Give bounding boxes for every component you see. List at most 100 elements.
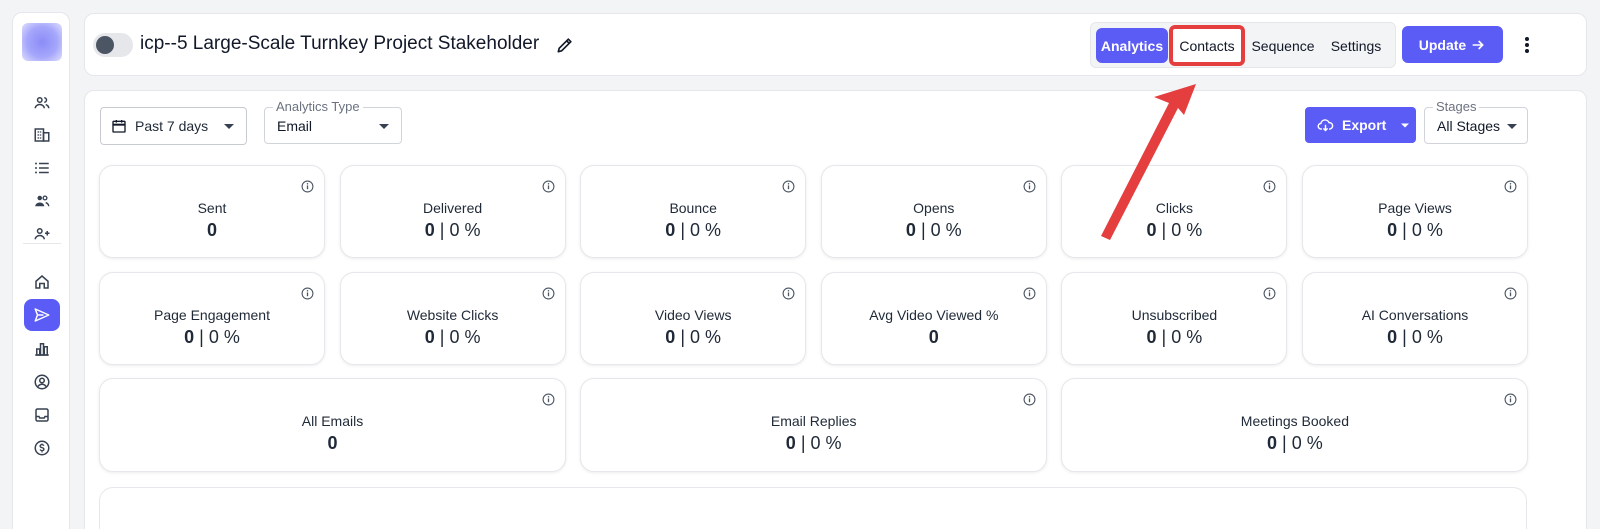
- sidebar-item-add-person[interactable]: [24, 218, 60, 250]
- metric-separator: |: [680, 220, 686, 240]
- tab-sequence[interactable]: Sequence: [1251, 37, 1315, 54]
- toggle-knob: [96, 36, 114, 54]
- metric-percent: 0 %: [449, 220, 481, 240]
- date-range-value: Past 7 days: [135, 118, 209, 134]
- metric-separator: |: [1402, 220, 1407, 240]
- sidebar-item-billing[interactable]: [24, 432, 60, 464]
- metric-percent: 0 %: [930, 220, 962, 240]
- metric-count: 0: [1146, 327, 1157, 347]
- metric-count: 0: [785, 433, 796, 453]
- cloud-download-icon: [1317, 118, 1334, 131]
- metric-card: All Emails 0: [99, 378, 566, 472]
- metric-label: Clicks: [1155, 200, 1194, 216]
- metric-count: 0: [928, 327, 939, 347]
- bar-chart-icon: [35, 343, 49, 356]
- metric-card: Sent 0: [99, 165, 325, 258]
- metric-label: Unsubscribed: [1131, 307, 1218, 323]
- metric-card: Opens 0 | 0 %: [820, 165, 1047, 258]
- sidebar-item-sequences[interactable]: [24, 299, 60, 331]
- date-range-select[interactable]: Past 7 days: [100, 107, 247, 145]
- update-button[interactable]: Update: [1402, 26, 1503, 63]
- info-icon[interactable]: [1263, 180, 1276, 193]
- building-icon: [34, 128, 50, 142]
- info-icon[interactable]: [1023, 393, 1036, 406]
- metric-count: 0: [1267, 433, 1278, 453]
- metric-value: 0: [822, 327, 1046, 348]
- metric-count: 0: [184, 327, 195, 347]
- metric-percent: 0 %: [810, 433, 842, 453]
- export-button-label: Export: [1342, 117, 1387, 133]
- tab-analytics[interactable]: Analytics: [1096, 28, 1168, 63]
- metric-card: Email Replies 0 | 0 %: [580, 378, 1048, 472]
- metric-value: 0 | 0 %: [1062, 220, 1286, 241]
- info-icon[interactable]: [542, 180, 555, 193]
- info-icon[interactable]: [542, 287, 555, 300]
- info-icon[interactable]: [301, 180, 314, 193]
- metric-label: Video Views: [654, 307, 732, 323]
- sidebar-item-people[interactable]: [24, 87, 60, 119]
- sidebar-item-lists[interactable]: [24, 152, 60, 184]
- page-title: icp--5 Large-Scale Turnkey Project Stake…: [140, 33, 540, 54]
- metric-value: 0 | 0 %: [341, 220, 565, 241]
- metric-count: 0: [1146, 220, 1157, 240]
- metric-value: 0 | 0 %: [1303, 220, 1527, 241]
- metric-label: Page Engagement: [154, 307, 270, 323]
- sidebar-item-inbox[interactable]: [24, 399, 60, 431]
- metric-percent: 0 %: [449, 327, 481, 347]
- metric-card: Unsubscribed 0 | 0 %: [1061, 272, 1288, 365]
- tab-contacts[interactable]: Contacts: [1169, 25, 1245, 66]
- send-icon: [34, 308, 50, 322]
- sidebar-item-companies[interactable]: [24, 119, 60, 151]
- info-icon[interactable]: [301, 287, 314, 300]
- analytics-type-value: Email: [277, 118, 313, 134]
- sidebar-item-home[interactable]: [24, 266, 60, 298]
- analytics-type-select[interactable]: Analytics Type Email: [264, 99, 402, 144]
- home-icon: [35, 275, 49, 289]
- caret-down-icon: [224, 123, 235, 129]
- more-options-button[interactable]: [1517, 31, 1537, 59]
- info-icon[interactable]: [1504, 180, 1517, 193]
- analytics-type-label: Analytics Type: [273, 99, 363, 114]
- tab-settings[interactable]: Settings: [1330, 37, 1382, 54]
- info-icon[interactable]: [1023, 180, 1036, 193]
- metric-value: 0 | 0 %: [1303, 327, 1527, 348]
- metric-label: Email Replies: [770, 413, 857, 429]
- sidebar-item-reports[interactable]: [24, 333, 60, 365]
- metric-separator: |: [439, 220, 445, 240]
- info-icon[interactable]: [782, 180, 795, 193]
- info-icon[interactable]: [1263, 287, 1276, 300]
- metric-value: 0 | 0 %: [341, 327, 565, 348]
- metric-percent: 0 %: [1171, 220, 1203, 240]
- dollar-circle-icon: [34, 440, 50, 456]
- sidebar-item-account[interactable]: [24, 366, 60, 398]
- metric-card: Delivered 0 | 0 %: [339, 165, 566, 258]
- metric-label: Opens: [913, 200, 955, 216]
- campaign-toggle[interactable]: [93, 33, 133, 57]
- metric-separator: |: [800, 433, 806, 453]
- metric-card: Video Views 0 | 0 %: [580, 272, 807, 365]
- info-icon[interactable]: [542, 393, 555, 406]
- metric-label: Meetings Booked: [1240, 413, 1349, 429]
- export-button[interactable]: Export: [1305, 107, 1416, 143]
- sidebar-item-team[interactable]: [24, 185, 60, 217]
- info-icon[interactable]: [782, 287, 795, 300]
- metric-label: Sent: [197, 200, 227, 216]
- metric-value: 0 | 0 %: [822, 220, 1046, 241]
- metric-label: Bounce: [669, 200, 717, 216]
- metric-label: All Emails: [301, 413, 364, 429]
- pencil-icon[interactable]: [555, 35, 575, 55]
- metric-label: Website Clicks: [406, 307, 499, 323]
- metric-value: 0 | 0 %: [1062, 433, 1527, 454]
- app-logo[interactable]: [22, 23, 62, 61]
- campaign-header: icp--5 Large-Scale Turnkey Project Stake…: [84, 13, 1587, 76]
- metric-percent: 0 %: [1411, 327, 1443, 347]
- metric-count: 0: [1387, 327, 1398, 347]
- info-icon[interactable]: [1504, 393, 1517, 406]
- metric-separator: |: [199, 327, 204, 347]
- info-icon[interactable]: [1504, 287, 1517, 300]
- metric-card: Meetings Booked 0 | 0 %: [1061, 378, 1529, 472]
- stages-select[interactable]: Stages All Stages: [1424, 99, 1528, 144]
- metric-value: 0 | 0 %: [581, 327, 805, 348]
- info-icon[interactable]: [1023, 287, 1036, 300]
- arrow-right-icon: [1472, 39, 1485, 50]
